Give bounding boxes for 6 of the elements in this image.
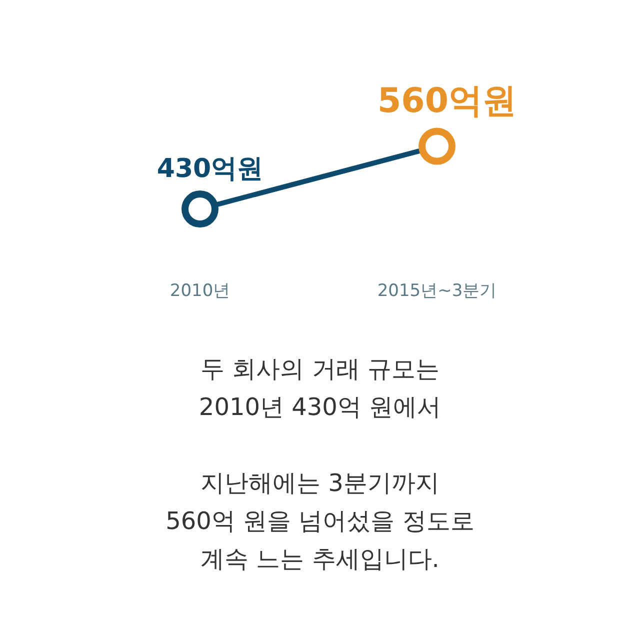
text: 지난해에는 3분기까지 560억 원을 넘어섰을 정도로 계속 느는 추세입니다.: [164, 468, 476, 575]
data-label: 560억원: [378, 81, 516, 122]
text: 두 회사의 거래 규모는 2010년 430억 원에서: [198, 354, 442, 423]
data-label: 430억원: [156, 154, 264, 184]
x-tick-label: 2010년: [170, 281, 230, 302]
x-tick-label: 2015년~3분기: [377, 281, 497, 302]
